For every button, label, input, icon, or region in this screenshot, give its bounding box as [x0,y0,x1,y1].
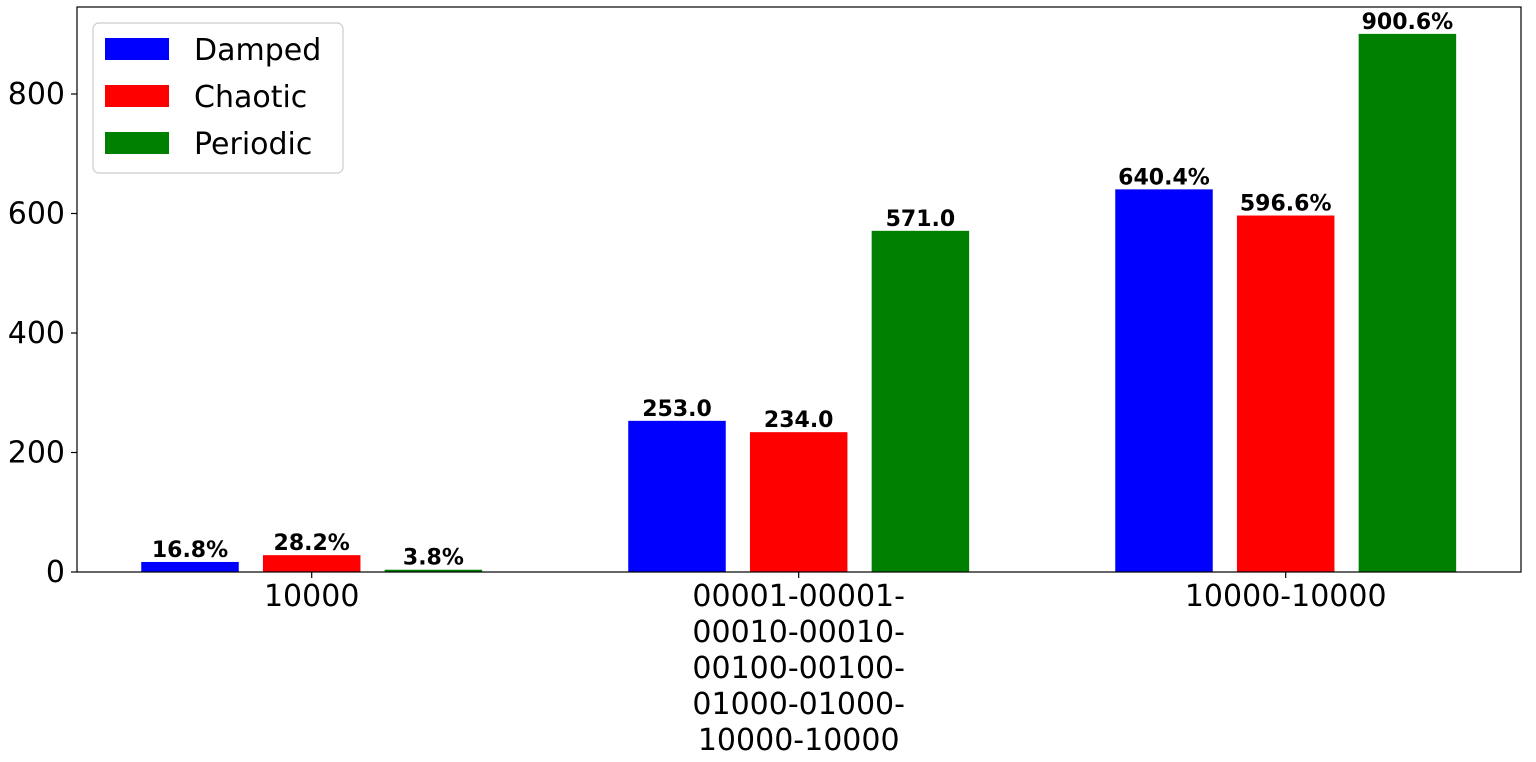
data-label-damped-2: 640.4% [1118,165,1210,190]
data-label-chaotic-2: 596.6% [1240,192,1332,217]
legend-label-chaotic: Chaotic [194,80,307,115]
data-label-damped-1: 253.0 [642,397,712,422]
legend-swatch-damped [105,38,169,60]
bar-periodic-2 [1358,33,1457,572]
data-label-damped-0: 16.8% [152,538,228,563]
y-tick-label: 600 [8,196,65,231]
legend-swatch-periodic [105,132,169,154]
bar-damped-0 [141,561,239,572]
bar-damped-1 [628,420,726,572]
data-label-chaotic-1: 234.0 [764,408,834,433]
data-label-periodic-0: 3.8% [403,546,464,571]
y-tick-label: 200 [8,435,65,470]
x-axis: 10000 00001-00001-00010-00010-00100-00100… [264,572,1387,758]
y-tick-label: 800 [8,77,65,112]
legend-label-periodic: Periodic [194,127,312,162]
data-labels-layer: 16.8% 28.2% 3.8% 253.0 234.0 571.0 640.4% 596.6… [152,10,1453,571]
legend-swatch-chaotic [105,85,169,107]
bar-damped-2 [1115,189,1213,573]
data-label-periodic-2: 900.6% [1362,10,1454,35]
data-label-periodic-1: 571.0 [886,207,956,232]
y-tick-label: 0 [46,555,65,590]
data-label-chaotic-0: 28.2% [274,531,350,556]
bars-layer [141,33,1457,573]
bar-chaotic-1 [749,432,848,572]
legend: Damped Chaotic Periodic [92,22,344,174]
bar-periodic-0 [384,569,483,572]
bar-chaotic-0 [262,555,361,572]
bar-chaotic-2 [1236,215,1335,572]
x-tick-label: 00001-00001-00010-00010-00100-00100-0100… [692,579,905,758]
x-tick-label: 10000-10000 [1185,579,1387,614]
y-tick-label: 400 [8,316,65,351]
y-axis: 0 200 400 600 800 [8,77,77,590]
x-tick-label: 10000 [264,579,359,614]
legend-label-damped: Damped [194,33,321,68]
bar-periodic-1 [871,230,970,573]
